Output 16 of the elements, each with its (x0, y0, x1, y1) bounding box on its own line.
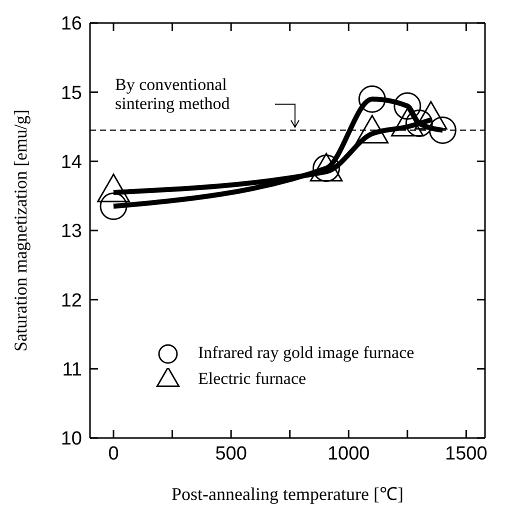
y-tick-label: 16 (60, 14, 82, 35)
x-tick-label: 500 (215, 443, 247, 464)
x-tick-label: 1000 (327, 443, 370, 464)
x-tick-label: 0 (108, 443, 119, 464)
y-tick-label: 15 (60, 82, 82, 104)
legend-label: Electric furnace (198, 368, 306, 390)
ref-line-label: By conventional sintering method (115, 75, 230, 114)
y-axis-title: Saturation magnetization [emu/g] (10, 110, 30, 352)
y-tick-label: 11 (62, 360, 82, 381)
y-tick-label: 12 (60, 290, 82, 312)
y-tick-label: 14 (60, 152, 82, 174)
y-tick-label: 10 (60, 428, 82, 450)
x-axis-title: Post-annealing temperature [℃] (172, 484, 404, 504)
y-tick-label: 13 (60, 221, 82, 242)
legend-label: Infrared ray gold image furnace (198, 342, 414, 364)
x-tick-label: 1500 (445, 443, 488, 464)
